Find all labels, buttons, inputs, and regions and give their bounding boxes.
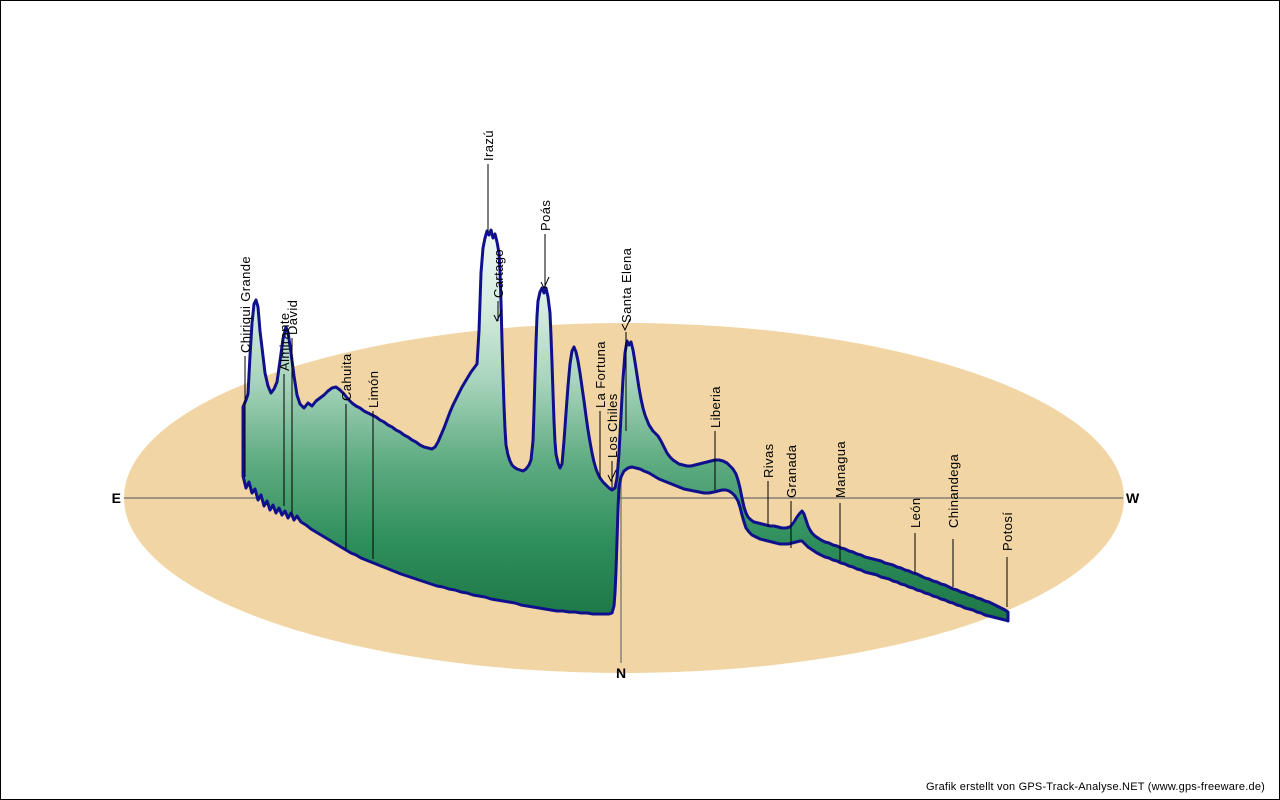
waypoint-label: Santa Elena: [619, 247, 634, 323]
waypoint: Managua: [833, 441, 848, 561]
waypoint-label: Liberia: [708, 386, 723, 428]
waypoint: Chiriqui Grande: [238, 256, 253, 477]
waypoint: La Fortuna: [593, 341, 608, 478]
waypoint: Liberia: [708, 386, 723, 490]
waypoint-label: Rivas: [761, 443, 776, 478]
waypoint-label: Almirante: [277, 312, 292, 371]
waypoint-label: La Fortuna: [593, 341, 608, 408]
waypoint-label: Los Chiles: [605, 393, 620, 458]
waypoint: Almirante: [277, 312, 292, 506]
waypoint-label: Irazú: [481, 130, 496, 161]
waypoint-label: Managua: [833, 441, 848, 498]
compass-north-label: N: [616, 665, 626, 681]
waypoint-label: David: [285, 300, 300, 335]
waypoint-label: Cartago: [491, 249, 506, 298]
waypoint: León: [908, 497, 923, 574]
waypoint: Irazú: [481, 130, 496, 231]
waypoint: Santa Elena: [619, 247, 634, 431]
waypoint: David: [285, 300, 300, 515]
waypoint-label: Cahuita: [339, 353, 354, 401]
waypoint: Cahuita: [339, 353, 354, 549]
waypoint: Granada: [784, 444, 799, 548]
waypoint-tick-squiggle: [621, 318, 631, 332]
waypoint-label: Chinandega: [946, 454, 961, 528]
compass-east-label: E: [112, 490, 121, 506]
waypoint-label: Limón: [366, 371, 381, 408]
compass-west-label: W: [1126, 490, 1140, 506]
waypoint: Rivas: [761, 443, 776, 527]
waypoint: Los Chiles: [605, 393, 620, 488]
waypoint-label: León: [908, 497, 923, 528]
waypoint: Potosí: [1000, 512, 1015, 607]
credit-text: Grafik erstellt von GPS-Track-Analyse.NE…: [925, 781, 1265, 793]
waypoint: Limón: [366, 371, 381, 559]
waypoint: Cartago: [491, 249, 506, 323]
waypoint: Chinandega: [946, 454, 961, 587]
waypoint-tick-squiggle: [493, 309, 503, 323]
waypoint-tick-squiggle: [540, 276, 550, 290]
waypoint-label: Potosí: [1000, 512, 1015, 551]
waypoint: Poás: [538, 200, 553, 290]
waypoint-tick-squiggle: [607, 469, 617, 483]
waypoint-label: Granada: [784, 444, 799, 498]
waypoint-label: Chiriqui Grande: [238, 256, 253, 353]
waypoint-label: Poás: [538, 200, 553, 231]
